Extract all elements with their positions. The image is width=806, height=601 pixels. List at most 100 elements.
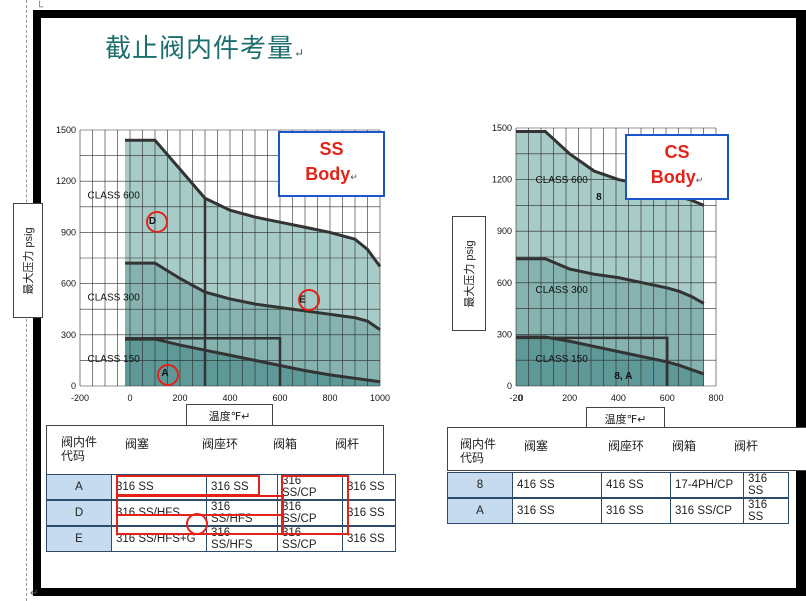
paragraph-mark-bottom: ↵ (30, 588, 39, 599)
cs-col-stem-header: 阀杆 (734, 439, 759, 453)
table-row: 8 416 SS 416 SS 17-4PH/CP 316 SS (447, 472, 789, 499)
cs-body-legend: CS Body↵ (625, 134, 729, 200)
y-tick-label: 900 (61, 227, 76, 237)
ss-col-seat-header: 阀座环 (202, 437, 239, 451)
series-line-1 (125, 138, 382, 268)
ss-body-chart: -200 0 200 400 600 800 1000 0 300 600 900 1200 1500 C… (56, 125, 390, 403)
table-cell: 316 SS/CP (277, 525, 343, 552)
x-tick-label: -20 (509, 393, 522, 403)
corner-mark-top: └ (36, 2, 44, 13)
class-label: CLASS 150 (536, 354, 589, 365)
cs-trim-table: 8 416 SS 416 SS 17-4PH/CP 316 SS A 316 S… (447, 472, 789, 524)
x-tick-label: 600 (660, 393, 675, 403)
cs-legend-line2: Body (650, 167, 696, 187)
series-line-3 (125, 337, 381, 384)
table-cell: 316 SS/HFS (111, 499, 207, 527)
x-tick-label: 1000 (370, 393, 390, 403)
cs-ylabel: 最大压力 psig (464, 239, 476, 308)
highlight-cage-column (281, 475, 349, 535)
cs-table-header: 阀内件代码 阀塞 阀座环 阀箱 阀杆 (447, 427, 806, 471)
y-tick-label: 300 (497, 329, 512, 339)
table-cell: 416 SS (601, 472, 671, 499)
x-tick-label: 200 (562, 393, 577, 403)
ss-legend-line2: Body (305, 164, 351, 184)
x-tick-label: 400 (222, 393, 237, 403)
table-cell: 316 SS/CP (277, 499, 343, 527)
ss-col-plug-header: 阀塞 (125, 437, 150, 451)
x-tick-label: 0 (518, 393, 523, 403)
table-row: D 316 SS/HFS 316 SS/HFS 316 SS/CP 316 SS (46, 499, 396, 527)
y-tick-label: 900 (497, 226, 512, 236)
x-tick-label: 800 (322, 393, 337, 403)
cs-col-seat-header: 阀座环 (608, 439, 645, 453)
y-tick-label: 600 (61, 279, 76, 289)
table-cell: 316 SS/CP (277, 474, 343, 501)
table-cell: D (46, 499, 112, 527)
paragraph-mark: ↵ (637, 414, 647, 426)
cs-col-cage-header: 阀箱 (672, 439, 697, 453)
ss-col-stem-header: 阀杆 (335, 437, 360, 451)
ss-legend-line1: SS (319, 139, 344, 159)
slide-border-bottom (33, 588, 806, 596)
series-line-3 (516, 335, 705, 376)
marker-circle-g (186, 513, 208, 535)
y-tick-label: 1500 (56, 125, 76, 135)
marker-label: 8, A (614, 371, 632, 382)
page-title: 截止阀内件考量↵ (105, 28, 305, 65)
paragraph-mark: ↵ (350, 172, 358, 182)
page-title-text: 截止阀内件考量 (105, 34, 295, 64)
cs-ylabel-box: 最大压力 psig (452, 216, 486, 331)
y-tick-label: 0 (507, 381, 512, 391)
x-tick-label: 800 (708, 393, 723, 403)
class-150-band (516, 336, 704, 386)
marker-circle-d (146, 211, 168, 233)
y-tick-label: 300 (61, 330, 76, 340)
paragraph-mark: ↵ (695, 175, 704, 185)
table-cell: 416 SS (512, 472, 602, 499)
highlight-row-a (116, 475, 260, 496)
table-cell: 316 SS (342, 474, 396, 501)
class-label: CLASS 600 (88, 190, 141, 201)
x-tick-label: 600 (272, 393, 287, 403)
table-cell: A (447, 497, 513, 524)
x-tick-label: 400 (611, 393, 626, 403)
series-line-2 (516, 257, 705, 305)
table-cell: 17-4PH/CP (670, 472, 744, 499)
ss-body-legend: SS Body↵ (278, 131, 385, 197)
table-cell: 316 SS (743, 497, 789, 524)
y-tick-label: 600 (497, 278, 512, 288)
table-cell: 316 SS (342, 499, 396, 527)
cs-legend-line1: CS (664, 142, 690, 162)
y-tick-label: 0 (71, 381, 76, 391)
table-row: A 316 SS 316 SS 316 SS/CP 316 SS (46, 474, 396, 501)
marker-circle-e (298, 289, 320, 311)
class-label: CLASS 300 (88, 293, 141, 304)
cs-col-plug-header: 阀塞 (524, 439, 549, 453)
x-tick-label: 200 (172, 393, 187, 403)
class-label: CLASS 300 (536, 285, 589, 296)
table-cell: 316 SS/HFS (206, 525, 278, 552)
series-line-2 (125, 261, 381, 331)
ss-table-header: 阀内件代码 阀塞 阀座环 阀箱 阀杆 (46, 425, 384, 475)
slide-border-top (33, 10, 806, 18)
ss-xlabel: 温度℉ (208, 411, 242, 423)
table-cell: 8 (447, 472, 513, 499)
class-150-band (125, 339, 380, 386)
table-row: A 316 SS 316 SS 316 SS/CP 316 SS (447, 497, 789, 524)
x-tick-label: -200 (71, 393, 89, 403)
ss-ylabel-box: 最大压力 psig (13, 203, 43, 318)
cs-body-chart: -200 200 400 600 800030060090012001500CLASS … (492, 123, 724, 403)
y-tick-label: 1200 (56, 176, 76, 186)
ss-col-cage-header: 阀箱 (273, 437, 298, 451)
table-cell: 316 SS (512, 497, 602, 524)
cs-xlabel: 温度℉ (604, 414, 638, 426)
table-cell: 316 SS/CP (670, 497, 744, 524)
cs-col-code-header: 阀内件代码 (460, 437, 497, 465)
table-cell: 316 SS/HFS (206, 499, 278, 527)
ss-ylabel: 最大压力 psig (23, 226, 35, 295)
y-tick-label: 1200 (492, 175, 512, 185)
marker-label: 8 (596, 192, 602, 203)
marker-circle-a (157, 364, 179, 386)
table-row: E 316 SS/HFS+G 316 SS/HFS 316 SS/CP 316 … (46, 525, 396, 552)
paragraph-mark: ↵ (294, 46, 306, 60)
